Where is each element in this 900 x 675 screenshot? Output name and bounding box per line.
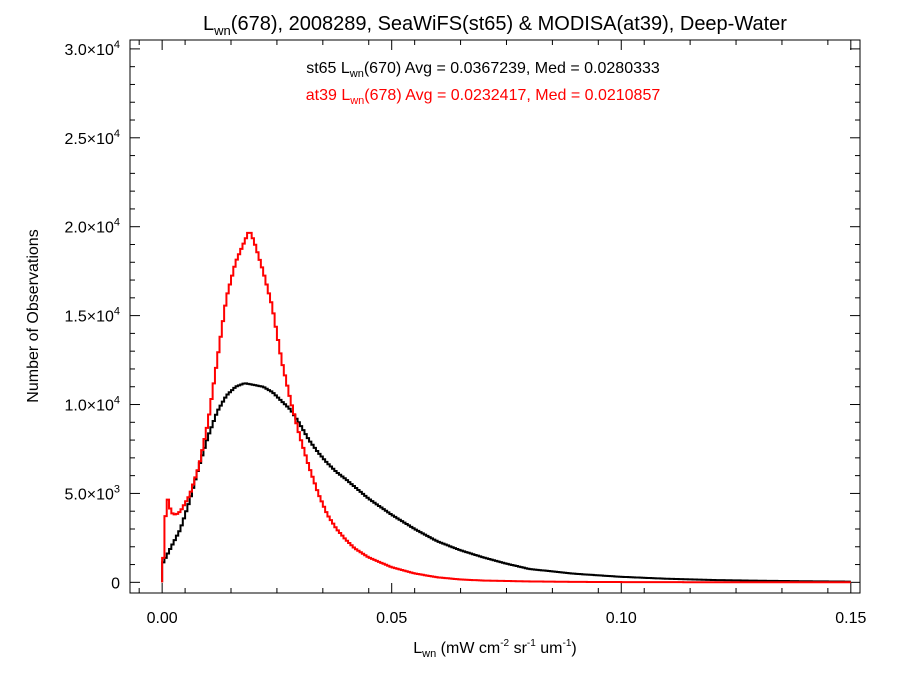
x-tick-label: 0.15 [835,610,866,627]
x-tick-label: 0.00 [147,610,178,627]
x-tick-label: 0.05 [376,610,407,627]
y-tick-label: 0 [111,575,120,592]
legend-entry-at39: at39 Lwn(678) Avg = 0.0232417, Med = 0.0… [306,87,661,107]
y-tick-label: 2.5×104 [64,128,120,148]
series-line-1 [161,231,851,584]
chart-title: Lwn(678), 2008289, SeaWiFS(st65) & MODIS… [203,13,787,38]
y-tick-label: 5.0×103 [64,483,120,503]
legend-entry-st65: st65 Lwn(670) Avg = 0.0367239, Med = 0.0… [306,60,660,80]
y-tick-label: 3.0×104 [64,39,120,59]
series-layer [161,231,851,584]
y-tick-label: 2.0×104 [64,217,120,237]
y-axis-ticks: 0 5.0×103 1.0×104 1.5×104 2.0×104 2.5×104 3.0×… [64,39,860,592]
y-tick-label: 1.0×104 [64,395,120,415]
x-axis-ticks: 0.00 0.05 0.10 0.15 [138,40,866,627]
plot-frame [129,39,861,594]
y-axis-label: Number of Observations [25,229,42,402]
y-tick-label: 1.5×104 [64,306,120,326]
series-line-0 [161,382,851,583]
x-tick-label: 0.10 [606,610,637,627]
x-axis-label: Lwn (mW cm-2 sr-1 um-1) [413,638,576,660]
